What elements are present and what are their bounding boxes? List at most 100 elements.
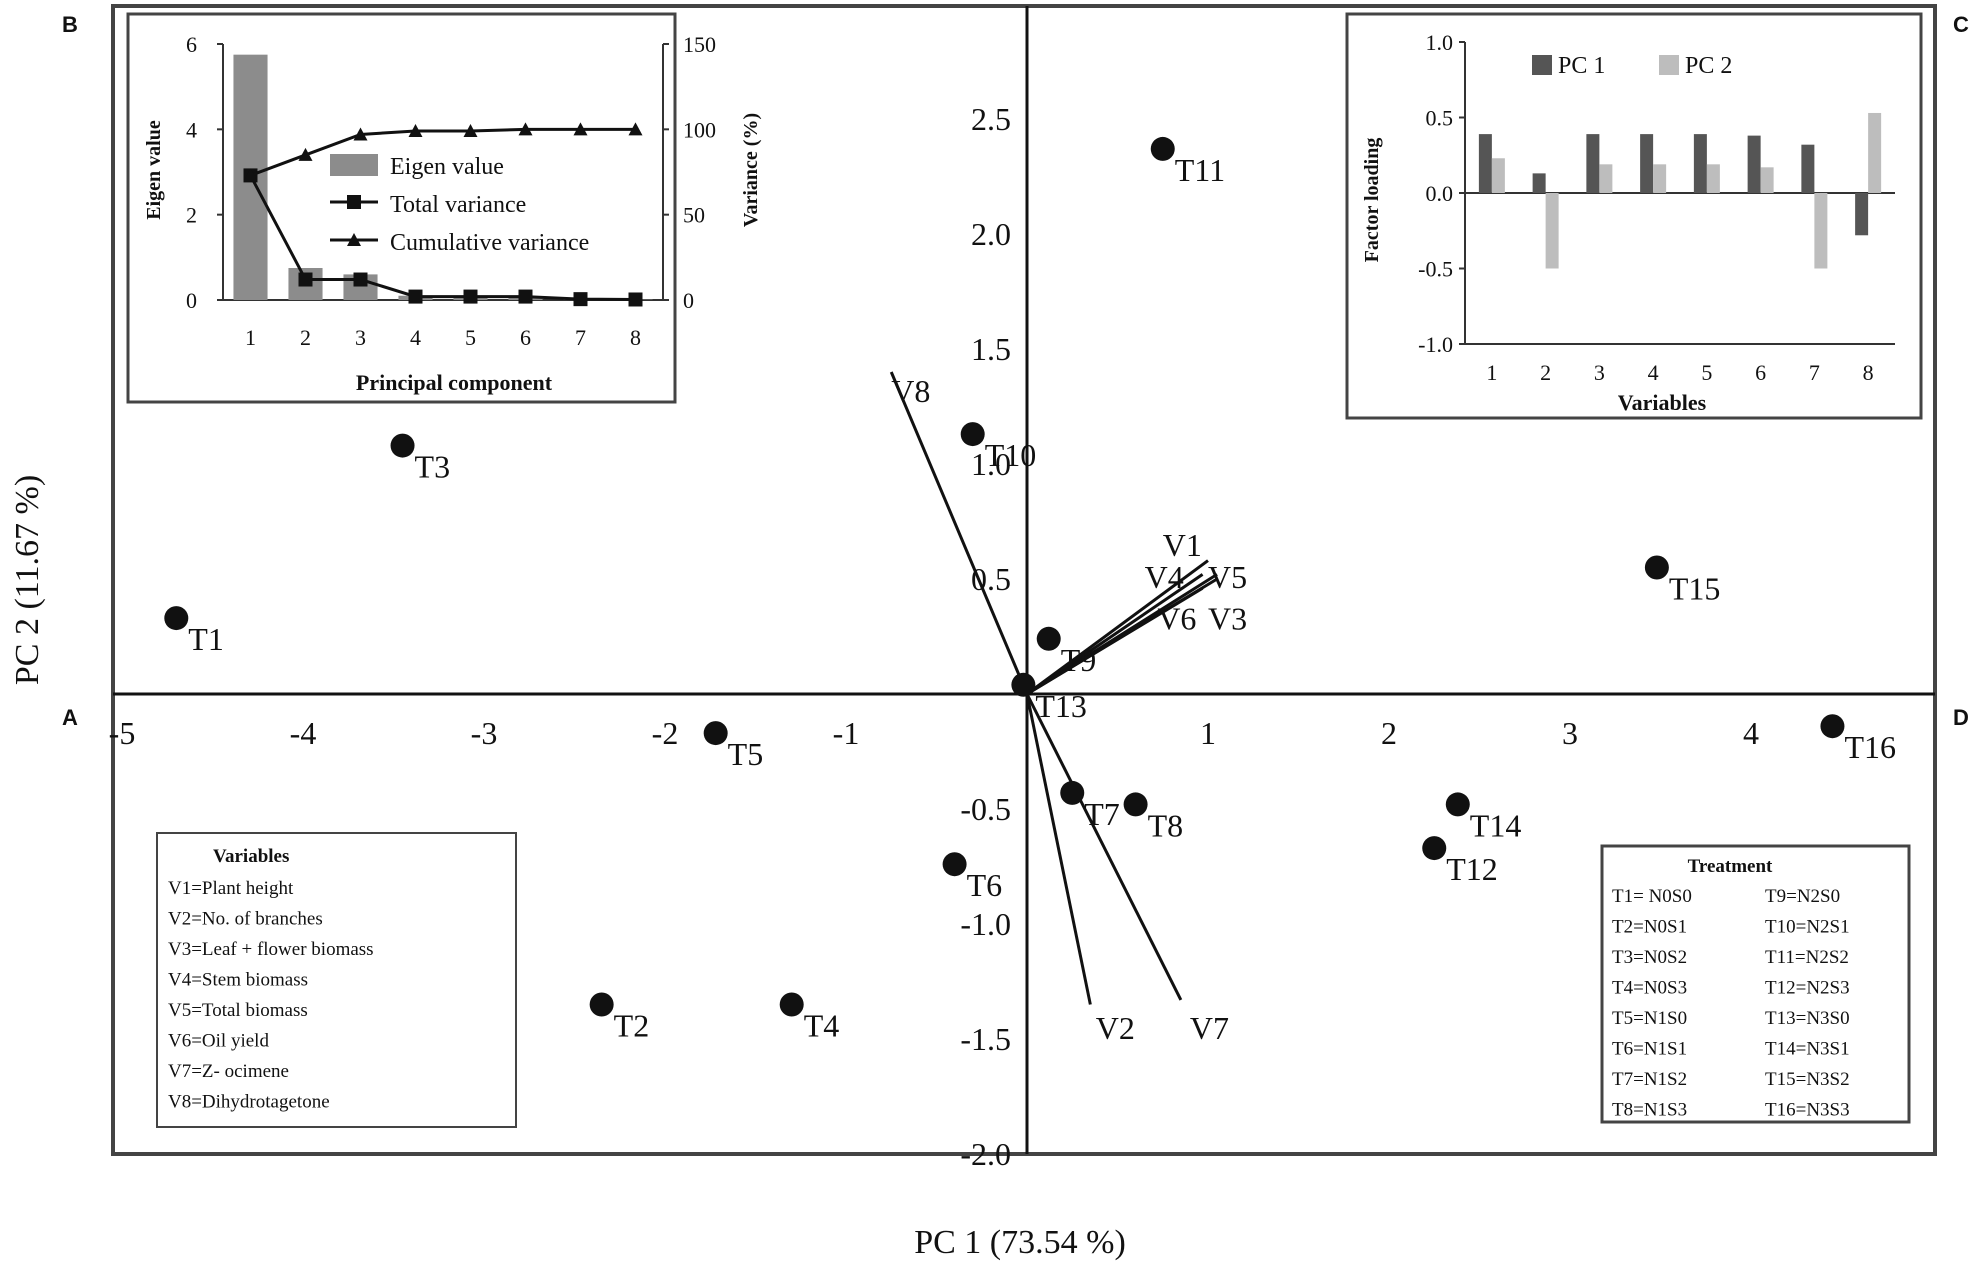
variables-legend-item: V7=Z- ocimene (168, 1061, 289, 1082)
scree-triangle-marker (298, 147, 313, 161)
biplot-y-tick-label: -1.0 (960, 906, 1011, 942)
loadings-y-tick-label: 1.0 (1426, 30, 1454, 55)
loadings-x-tick-label: 6 (1755, 360, 1766, 385)
scree-x-tick-label: 5 (465, 325, 476, 350)
scree-y2-axis-title: Variance (%) (740, 113, 762, 227)
vector-label-v2: V2 (1096, 1010, 1135, 1046)
loadings-y-tick-label: 0.0 (1426, 181, 1454, 206)
point-label-t9: T9 (1061, 642, 1097, 678)
point-label-t15: T15 (1669, 571, 1721, 607)
loadings-bar-pc1 (1478, 134, 1492, 193)
scree-line-square (249, 174, 636, 301)
vector-label-v1: V1 (1163, 527, 1202, 563)
treatment-legend-item: T11=N2S2 (1765, 947, 1849, 968)
scree-square-marker (353, 272, 368, 287)
point-t7 (1060, 780, 1085, 805)
biplot-x-tick-label: 2 (1381, 715, 1397, 751)
biplot-y-tick-label: 1.5 (971, 331, 1011, 367)
scree-x-axis-title: Principal component (356, 370, 553, 395)
biplot-x-axis-title: PC 1 (73.54 %) (914, 1224, 1126, 1261)
vector-label-v6: V6 (1157, 601, 1196, 637)
vector-label-v8: V8 (891, 373, 930, 409)
biplot-axes: -5 -4 -3 -2 -1 1 2 3 4 2.5 2.0 1.5 1.0 0.5 -0.5 -1.0 -1.… (109, 6, 1935, 1172)
loadings-x-tick-label: 4 (1648, 360, 1659, 385)
treatment-legend-item: T12=N2S3 (1765, 978, 1850, 999)
point-t15 (1644, 555, 1669, 580)
point-t12 (1422, 836, 1447, 861)
treatment-legend-item: T15=N3S2 (1765, 1069, 1850, 1090)
loadings-legend-swatch (1532, 55, 1552, 75)
biplot-y-tick-label: 2.5 (971, 101, 1011, 137)
scree-left-tick-label: 0 (186, 288, 197, 313)
scree-left-tick-label: 6 (186, 32, 197, 57)
treatment-legend-item: T16=N3S3 (1765, 1100, 1850, 1121)
loadings-bar-pc1 (1586, 134, 1600, 193)
loadings-x-tick-label: 5 (1701, 360, 1712, 385)
scree-legend-label: Cumulative variance (390, 230, 589, 256)
biplot-frame (111, 4, 1937, 1156)
scree-y-axis-title: Eigen value (143, 120, 165, 220)
point-label-t1: T1 (188, 621, 224, 657)
scree-triangle-marker (628, 122, 643, 136)
vector-label-v3: V3 (1208, 601, 1247, 637)
point-t8 (1123, 792, 1148, 817)
point-label-t6: T6 (967, 867, 1003, 903)
scree-triangle-marker (573, 122, 588, 136)
biplot-x-tick-label: 3 (1562, 715, 1578, 751)
scree-right-tick-label: 50 (683, 203, 705, 228)
variables-legend-item: V4=Stem biomass (168, 970, 308, 991)
vector-v7 (1025, 693, 1183, 1001)
scree-legend-label: Total variance (390, 192, 526, 218)
scree-triangle-marker (463, 124, 478, 138)
loadings-legend-label: PC 2 (1685, 53, 1732, 79)
point-label-t5: T5 (728, 736, 764, 772)
scree-right-tick-label: 150 (683, 32, 716, 57)
point-t6 (942, 852, 967, 877)
variables-legend-title: Variables (213, 846, 289, 867)
point-label-t2: T2 (614, 1008, 650, 1044)
scree-right-tick-label: 100 (683, 117, 716, 142)
scree-inset: 0 2 4 6 0 50 100 150 1 2 3 4 5 6 7 8 Eigen value Total va… (126, 12, 762, 404)
scree-square-marker (408, 289, 423, 304)
loadings-x-tick-label: 1 (1486, 360, 1497, 385)
loadings-legend-label: PC 1 (1558, 53, 1605, 79)
biplot-y-tick-label: 2.0 (971, 216, 1011, 252)
treatment-legend-item: T6=N1S1 (1612, 1039, 1687, 1060)
scree-x-tick-label: 3 (355, 325, 366, 350)
loadings-y-tick-label: -0.5 (1418, 257, 1453, 282)
biplot-x-tick-label: -4 (290, 715, 317, 751)
scree-legend-bar-swatch (330, 154, 378, 176)
vector-label-v4: V4 (1145, 559, 1184, 595)
loadings-bar-pc2 (1491, 158, 1505, 193)
treatment-legend-item: T2=N0S1 (1612, 917, 1687, 938)
treatment-legend-item: T10=N2S1 (1765, 917, 1850, 938)
biplot-y-tick-label: -1.5 (960, 1021, 1011, 1057)
point-t10 (960, 422, 985, 447)
loadings-bar-pc1 (1855, 193, 1869, 236)
scree-triangle-marker (518, 122, 533, 136)
biplot-y-axis-title: PC 2 (11.67 %) (9, 475, 46, 685)
loadings-bar-pc1 (1693, 134, 1707, 193)
scree-x-tick-label: 4 (410, 325, 421, 350)
scree-legend-triangle-marker (347, 233, 361, 246)
loadings-bar-pc1 (1747, 135, 1761, 193)
treatment-legend-item: T9=N2S0 (1765, 886, 1840, 907)
loadings-inset: 1.0 0.5 0.0 -0.5 -1.0 1 2 3 4 5 6 7 8 PC 1 PC 2 Variab… (1345, 12, 1923, 420)
variables-legend-item: V6=Oil yield (168, 1031, 269, 1052)
point-t14 (1445, 792, 1470, 817)
loadings-x-tick-label: 8 (1863, 360, 1874, 385)
variables-legend-item: V2=No. of branches (168, 909, 323, 930)
treatment-legend-item: T1= N0S0 (1612, 886, 1692, 907)
treatment-legend-item: T7=N1S2 (1612, 1069, 1687, 1090)
scree-legend-label: Eigen value (390, 154, 504, 180)
biplot-x-tick-label: 4 (1743, 715, 1759, 751)
panel-letter-b: B (62, 12, 78, 37)
scree-triangle-marker (408, 124, 423, 138)
scree-left-tick-label: 2 (186, 203, 197, 228)
point-label-t12: T12 (1446, 851, 1498, 887)
loadings-y-tick-label: 0.5 (1426, 106, 1454, 131)
scree-x-tick-label: 8 (630, 325, 641, 350)
treatment-legend-item: T13=N3S0 (1765, 1008, 1850, 1029)
